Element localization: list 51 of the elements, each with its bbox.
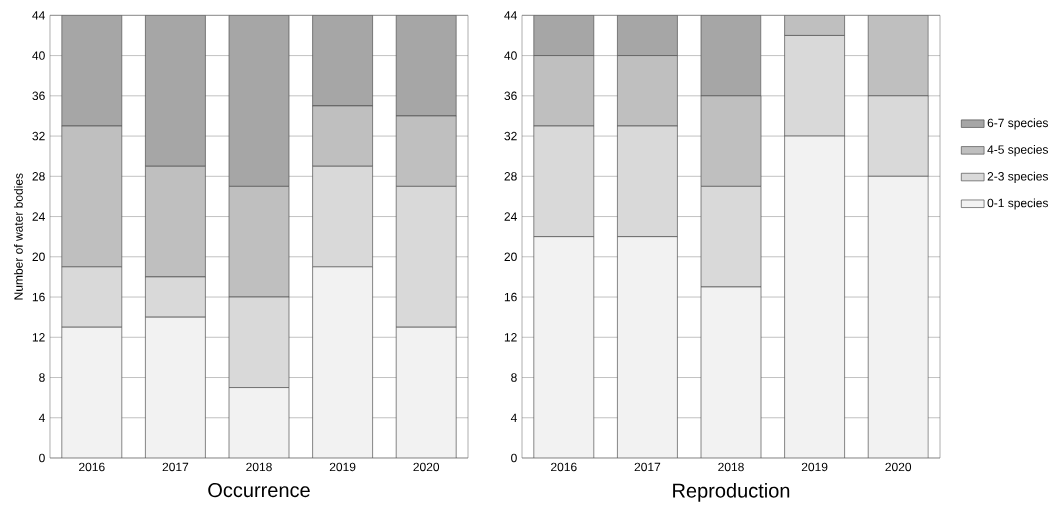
bar	[229, 387, 289, 458]
x-tick-label: 2017	[634, 462, 661, 472]
y-tick-label: 0	[511, 453, 517, 463]
y-tick-label: 44	[504, 11, 517, 20]
y-tick-label: 16	[504, 292, 517, 302]
legend-label: 6-7 species	[987, 118, 1048, 130]
y-tick-label: 40	[32, 51, 45, 60]
y-tick-label: 16	[32, 292, 45, 302]
x-tick-label: 2019	[329, 462, 356, 472]
x-tick-label: 2017	[162, 462, 189, 472]
x-tick-label: 2016	[551, 462, 577, 472]
y-tick-label: 40	[504, 51, 517, 60]
bar	[61, 15, 123, 127]
x-tick-label: 2018	[718, 462, 744, 472]
x-tick-label: 2020	[885, 462, 912, 472]
y-tick-label: 28	[32, 172, 45, 181]
y-tick-label: 20	[504, 252, 517, 262]
bar	[312, 15, 373, 107]
y-tick-label: 0	[39, 453, 45, 463]
y-tick-label: 28	[504, 172, 517, 181]
x-tick-label: 2019	[801, 462, 828, 472]
y-axis-title: Number of water bodies	[13, 173, 23, 300]
bar	[395, 326, 457, 458]
bar	[228, 15, 290, 187]
y-tick-label: 12	[504, 333, 517, 342]
legend-label: 0-1 species	[987, 198, 1048, 210]
x-tick-label: 2016	[79, 462, 105, 472]
x-axis-title: Occurrence	[208, 483, 310, 498]
x-tick-label: 2018	[246, 462, 272, 472]
x-tick-label: 2020	[413, 462, 440, 472]
y-tick-label: 36	[504, 91, 517, 101]
legend-label: 4-5 species	[987, 145, 1048, 157]
x-axis-title: Reproduction	[673, 483, 790, 502]
bar	[145, 15, 206, 167]
y-tick-label: 4	[510, 413, 517, 422]
y-tick-label: 8	[511, 373, 517, 382]
bar	[145, 317, 206, 458]
y-tick-label: 32	[504, 131, 517, 141]
bar	[61, 327, 122, 458]
y-tick-label: 32	[32, 131, 45, 141]
y-tick-label: 8	[39, 373, 45, 382]
y-tick-label: 4	[38, 413, 45, 422]
y-tick-label: 20	[32, 252, 45, 262]
y-tick-label: 44	[32, 11, 45, 20]
y-tick-label: 12	[32, 333, 45, 342]
bar	[395, 15, 457, 117]
y-tick-label: 24	[504, 212, 517, 221]
y-tick-label: 36	[32, 91, 45, 101]
bar	[312, 266, 373, 458]
legend-label: 2-3 species	[987, 171, 1048, 183]
y-tick-label: 24	[32, 212, 45, 221]
